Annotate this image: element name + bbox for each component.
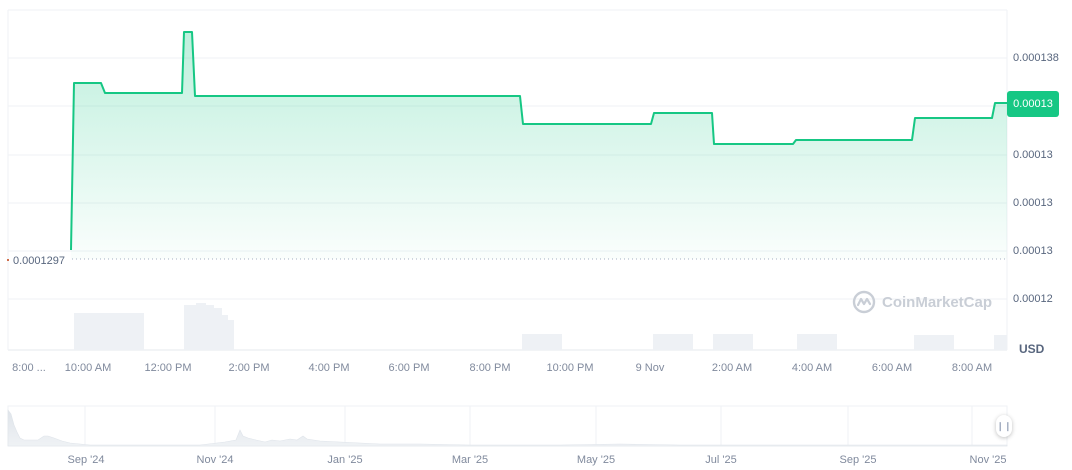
x-tick-label: 8:00 ...: [12, 362, 46, 374]
x-tick-label: 2:00 AM: [711, 362, 753, 374]
x-tick-label: 2:00 PM: [228, 362, 270, 374]
price-area: [71, 32, 1007, 259]
x-tick-label: 8:00 PM: [469, 362, 511, 374]
x-tick-label: 6:00 AM: [871, 362, 913, 374]
navigator-tick-label: Sep '24: [67, 454, 105, 466]
x-tick-label: 6:00 PM: [388, 362, 430, 374]
x-tick-label: 8:00 AM: [951, 362, 993, 374]
y-tick-label: 0.00013: [1013, 149, 1053, 161]
navigator-tick-label: Jul '25: [705, 454, 737, 466]
drag-grip-icon: ❙❙: [996, 420, 1012, 431]
x-tick-label: 4:00 PM: [308, 362, 350, 374]
coinmarketcap-logo-icon: [852, 290, 876, 314]
navigator-tick-label: Mar '25: [451, 454, 489, 466]
navigator-tick-label: Nov '25: [969, 454, 1007, 466]
current-price-badge: 0.00013: [1007, 91, 1059, 117]
y-tick-label: 0.00013: [1013, 245, 1053, 257]
coinmarketcap-watermark: CoinMarketCap: [852, 290, 992, 314]
y-tick-label: 0.00013: [1013, 197, 1053, 209]
start-price-label: 0.0001297: [13, 255, 65, 267]
x-tick-label: 12:00 PM: [144, 362, 192, 374]
navigator-tick-label: Sep '25: [839, 454, 877, 466]
x-tick-label: 9 Nov: [635, 362, 665, 374]
navigator-area: [7, 409, 1008, 447]
watermark-text: CoinMarketCap: [882, 293, 993, 311]
currency-label: USD: [1019, 342, 1045, 356]
navigator-tick-label: Nov '24: [196, 454, 234, 466]
navigator-tick-label: May '25: [576, 454, 616, 466]
navigator[interactable]: [7, 405, 1008, 447]
x-tick-label: 4:00 AM: [791, 362, 833, 374]
price-line: [70, 31, 1007, 251]
x-tick-label: 10:00 AM: [64, 362, 112, 374]
start-price-marker: [7, 259, 9, 261]
y-tick-label: 0.00012: [1013, 293, 1053, 305]
navigator-range-handle[interactable]: ❙❙: [996, 415, 1012, 437]
y-tick-label: 0.000138: [1013, 52, 1059, 64]
x-tick-label: 10:00 PM: [546, 362, 594, 374]
volume-bars: [74, 303, 1007, 350]
navigator-tick-label: Jan '25: [327, 454, 363, 466]
